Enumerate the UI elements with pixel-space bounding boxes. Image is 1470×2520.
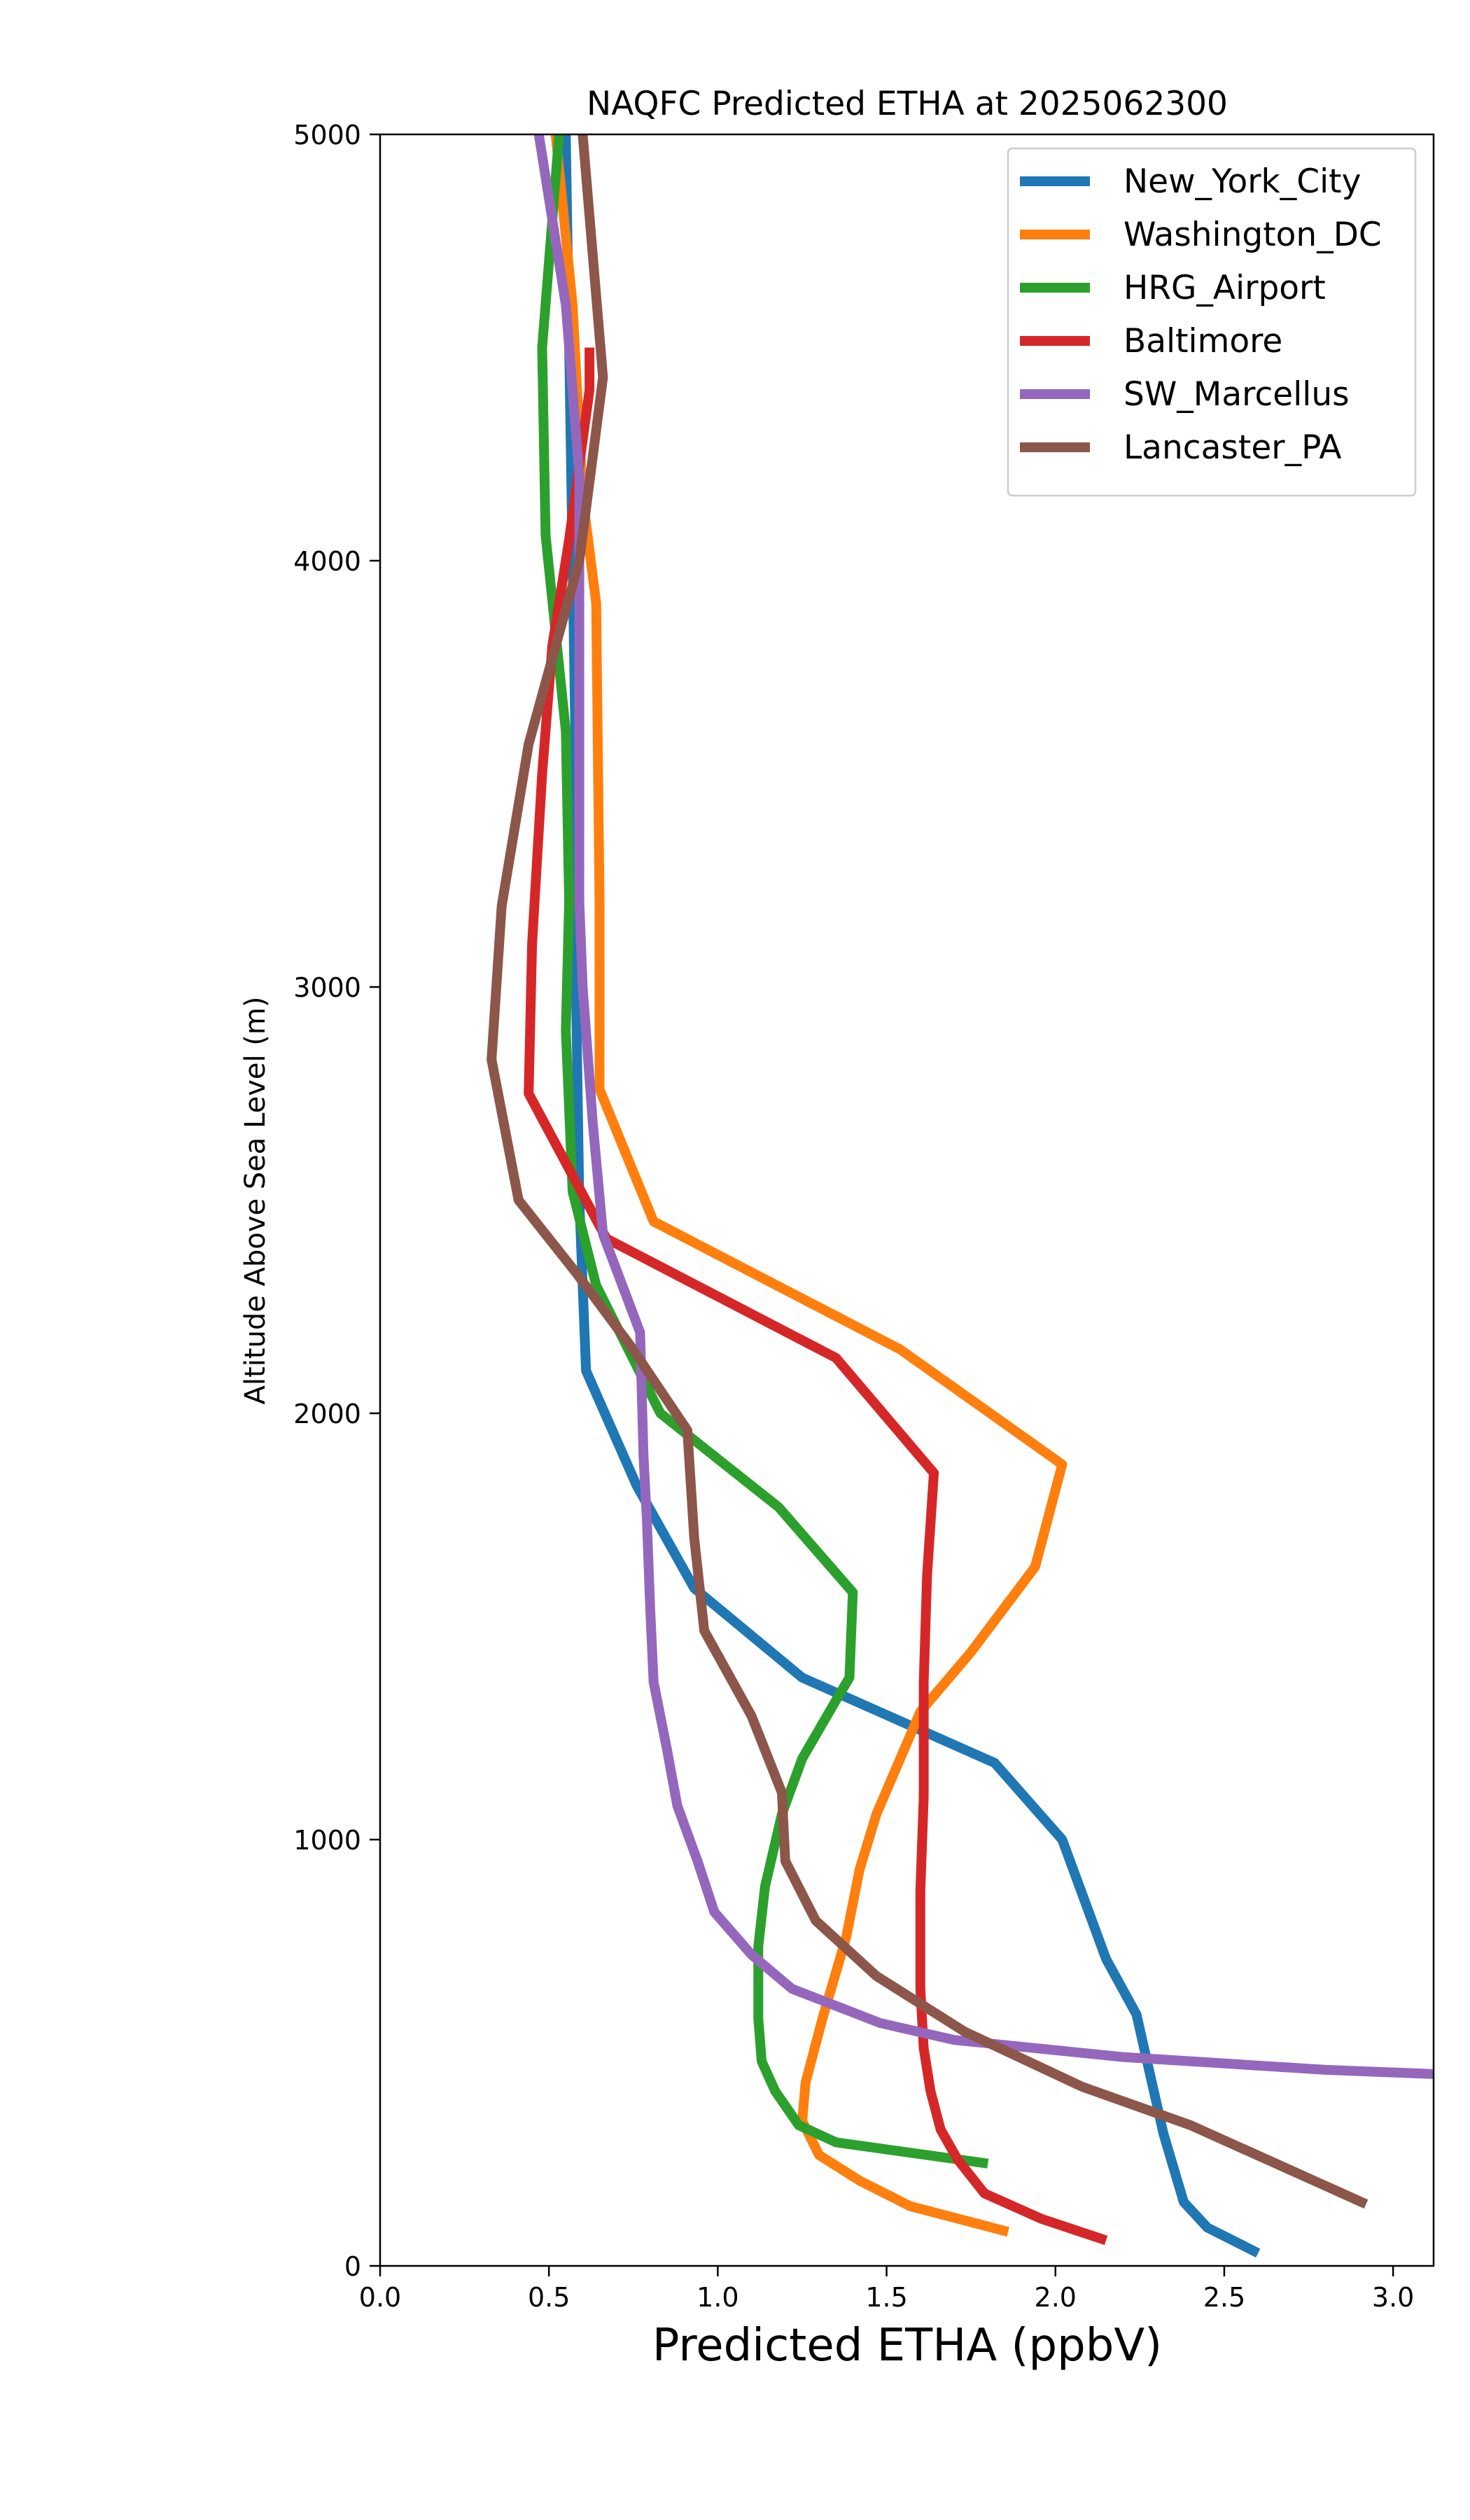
series-line-hrg-airport (537, 134, 989, 2169)
legend-label: SW_Marcellus (1124, 375, 1350, 414)
y-axis-label: Altitude Above Sea Level (m) (239, 997, 272, 1405)
x-tick-label: 1.0 (696, 2282, 738, 2313)
x-tick-label: 2.0 (1035, 2282, 1077, 2313)
x-tick-label: 0.5 (528, 2282, 570, 2313)
series-line-washington-dc (550, 134, 1068, 2237)
series-line-sw-marcellus (533, 134, 1434, 2079)
x-tick-label: 2.5 (1203, 2282, 1245, 2313)
series-line-lancaster-pa (486, 134, 1368, 2209)
y-tick-label: 2000 (293, 1399, 361, 1429)
legend-label: Baltimore (1124, 322, 1282, 360)
x-axis-label: Predicted ETHA (ppbV) (652, 2320, 1162, 2372)
plot-area-frame (379, 133, 1435, 2267)
chart-title: NAQFC Predicted ETHA at 2025062300 (587, 85, 1228, 123)
x-tick-label: 1.5 (865, 2282, 907, 2313)
x-tick-label: 0.0 (359, 2282, 401, 2313)
legend-box (1007, 147, 1417, 497)
x-axis: 0.0 0.5 1.0 1.5 2.0 2.5 3.0 (359, 2266, 1414, 2313)
legend: New_York_City Washington_DC HRG_Airport Bal… (1007, 147, 1417, 497)
legend-label: HRG_Airport (1124, 269, 1326, 307)
legend-label: Washington_DC (1124, 216, 1382, 254)
y-axis: 0 1000 2000 3000 4000 5000 (293, 120, 380, 2282)
x-tick-label: 3.0 (1372, 2282, 1414, 2313)
legend-label: Lancaster_PA (1124, 428, 1342, 467)
y-tick-label: 3000 (293, 972, 361, 1003)
y-tick-label: 1000 (293, 1825, 361, 1856)
y-tick-label: 0 (344, 2251, 361, 2282)
y-tick-label: 5000 (293, 120, 361, 150)
legend-label: New_York_City (1124, 162, 1361, 201)
series-layer (486, 134, 1434, 2258)
series-line-baltimore (524, 347, 1108, 2246)
y-tick-label: 4000 (293, 546, 361, 577)
